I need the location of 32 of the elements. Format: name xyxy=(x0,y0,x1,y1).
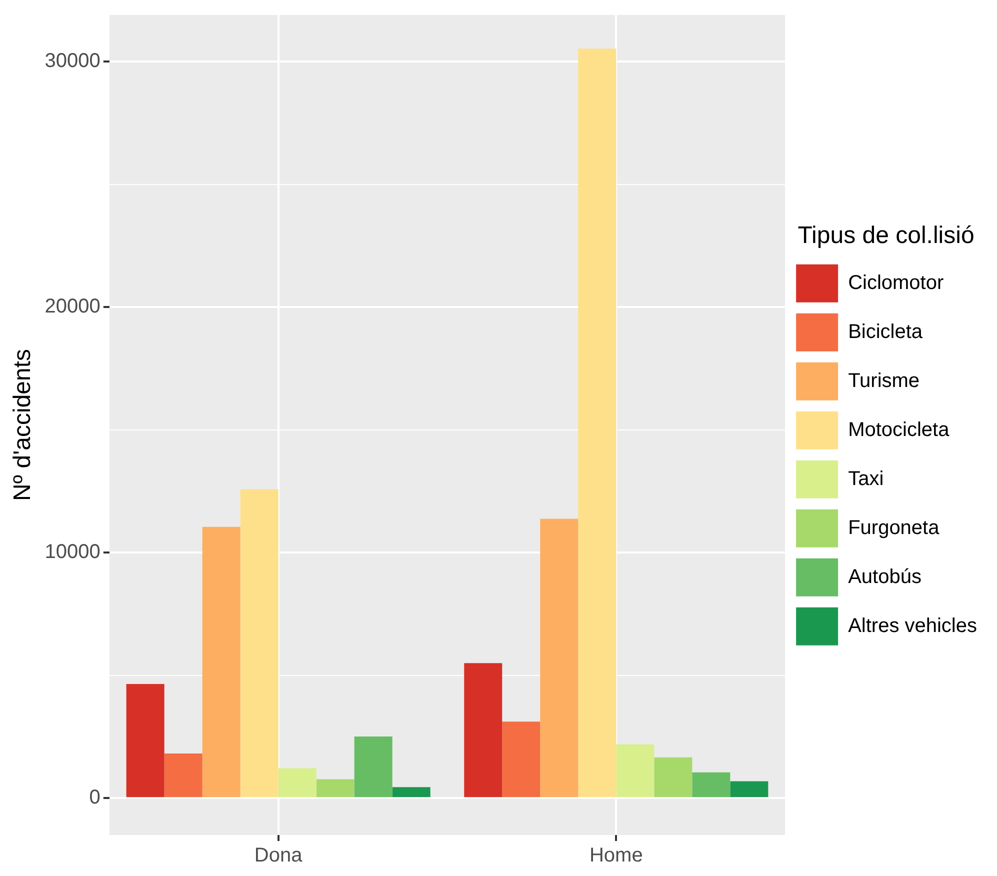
bar xyxy=(126,684,164,798)
bar xyxy=(392,787,430,798)
x-tick-label: Home xyxy=(589,844,643,867)
y-axis-title: Nº d'accidents xyxy=(9,348,36,502)
legend-label: Motocicleta xyxy=(848,418,950,441)
legend-label: Furgoneta xyxy=(848,516,940,539)
legend-title: Tipus de col.lisió xyxy=(798,222,974,250)
bar xyxy=(692,772,730,798)
legend-label: Ciclomotor xyxy=(848,272,944,294)
bar xyxy=(578,48,616,798)
y-tick-label: 20000 xyxy=(44,296,100,318)
legend-label: Altres vehicles xyxy=(848,614,977,637)
bar xyxy=(730,781,768,798)
bar xyxy=(164,753,202,798)
legend-label: Bicicleta xyxy=(848,320,924,343)
legend-label: Taxi xyxy=(848,468,884,490)
bar xyxy=(616,744,654,798)
bar xyxy=(240,489,278,798)
legend-label: Autobús xyxy=(848,566,922,588)
legend-label: Turisme xyxy=(848,370,920,392)
bar xyxy=(316,779,354,798)
bar xyxy=(278,768,316,798)
bar xyxy=(202,526,240,798)
bar xyxy=(540,518,578,798)
y-tick-label: 0 xyxy=(89,786,100,809)
bar xyxy=(654,757,692,798)
bar xyxy=(502,722,540,798)
y-tick-label: 10000 xyxy=(44,541,100,564)
bar xyxy=(354,736,392,798)
bar xyxy=(464,663,502,798)
y-tick-label: 30000 xyxy=(44,50,100,72)
x-tick-label: Dona xyxy=(254,844,304,867)
